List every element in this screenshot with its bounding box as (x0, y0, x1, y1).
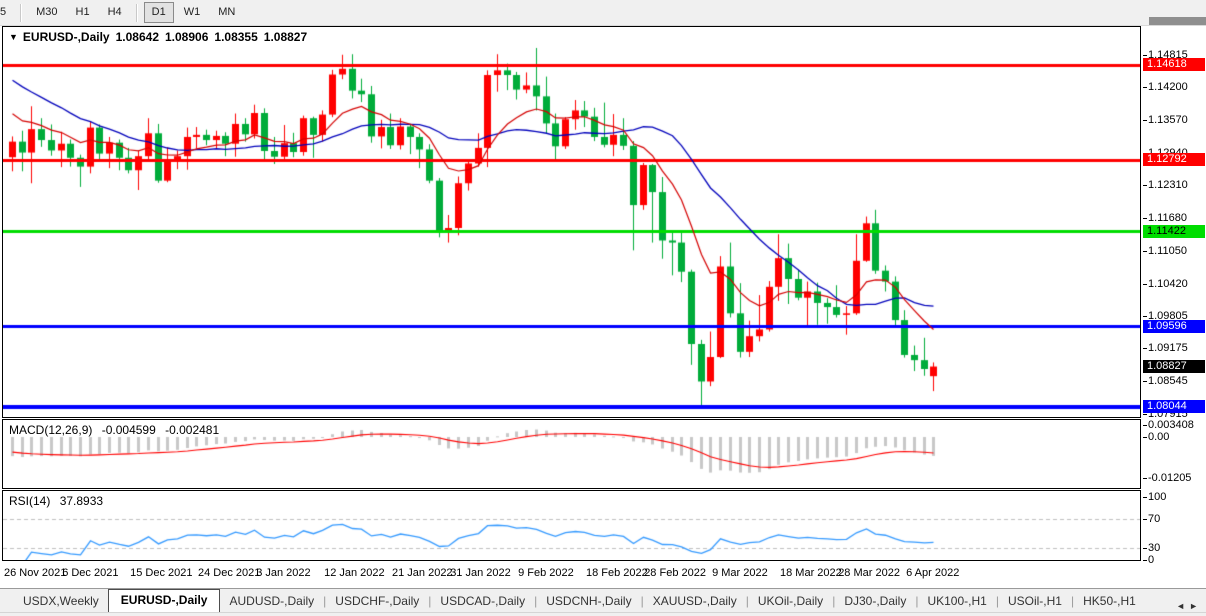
price-tick: 1.13570 (1143, 113, 1188, 126)
price-tick: 1.14815 (1143, 49, 1188, 61)
toolbar-separator (135, 3, 138, 22)
rsi-axis-tick: 100 (1142, 491, 1167, 504)
price-tick: 1.09805 (1143, 309, 1188, 322)
tab-separator: | (832, 594, 836, 608)
candlestick-chart-canvas[interactable] (3, 27, 1140, 417)
chart-tab-eurusd-daily[interactable]: EURUSD-,Daily (107, 589, 221, 612)
chart-dropdown-icon[interactable]: ▼ (9, 32, 18, 42)
price-tick: 1.08545 (1143, 375, 1188, 388)
macd-indicator-pane[interactable]: MACD(12,26,9) -0.004599 -0.002481 (2, 419, 1141, 489)
date-axis[interactable]: 26 Nov 2021 6 Dec 2021 15 Dec 2021 24 Dec 2… (2, 561, 1141, 587)
timeframe-button-w1[interactable]: W1 (183, 6, 201, 18)
tab-separator: | (534, 594, 538, 608)
level-label-1.11422: 1.11422 (1143, 224, 1205, 238)
tab-separator: | (640, 594, 644, 608)
chart-tab-uk100-h1[interactable]: UK100-,H1 (927, 594, 987, 608)
macd-name: MACD(12,26,9) (9, 423, 93, 437)
date-tick: 31 Jan 2022 (450, 567, 511, 579)
macd-label: MACD(12,26,9) -0.004599 -0.002481 (9, 423, 219, 437)
macd-axis-tick: -0.01205 (1142, 471, 1192, 484)
macd-axis-tick: 0.003408 (1143, 419, 1194, 432)
tab-separator: | (995, 594, 999, 608)
macd-signal-value: -0.002481 (165, 423, 220, 437)
chart-tab-usdchf-daily[interactable]: USDCHF-,Daily (335, 594, 420, 608)
date-tick: 21 Jan 2022 (392, 567, 453, 579)
chart-tab-hk50-h1[interactable]: HK50-,H1 (1083, 594, 1136, 608)
chart-tab-usdcad-daily[interactable]: USDCAD-,Daily (440, 594, 526, 608)
toolbar-separator (20, 3, 23, 22)
current-price-label: 1.08827 (1143, 359, 1205, 373)
date-tick: 26 Nov 2021 (4, 567, 67, 579)
rsi-value: 37.8933 (59, 494, 104, 508)
rsi-axis-tick: 0 (1142, 554, 1155, 566)
main-chart-pane[interactable]: ▼ EURUSD-,Daily 1.08642 1.08906 1.08355 1.088… (2, 26, 1141, 418)
tab-separator: | (915, 594, 919, 608)
toolbar-right-strip (1149, 17, 1206, 25)
price-tick: 1.11050 (1143, 244, 1187, 257)
timeframe-button-m30[interactable]: M30 (36, 6, 58, 18)
timeframe-button-h1[interactable]: H1 (75, 6, 90, 18)
ohlc-high: 1.08906 (165, 30, 209, 44)
level-label-1.12792: 1.12792 (1143, 153, 1205, 167)
tab-separator: | (323, 594, 327, 608)
level-label-1.08044: 1.08044 (1143, 400, 1205, 414)
rsi-axis-tick: 70 (1142, 513, 1161, 525)
rsi-canvas[interactable] (3, 491, 1140, 560)
macd-canvas[interactable] (3, 420, 1140, 488)
timeframe-button-d1[interactable]: D1 (143, 2, 174, 23)
date-tick: 18 Mar 2022 (780, 567, 842, 579)
date-tick: 18 Feb 2022 (586, 567, 648, 579)
date-tick: 3 Jan 2022 (256, 567, 311, 579)
tab-scroll-arrows: ◄► (1176, 601, 1202, 611)
date-tick: 24 Dec 2021 (198, 567, 261, 579)
date-tick: 15 Dec 2021 (130, 567, 193, 579)
timeframe-button-5[interactable]: 5 (0, 6, 7, 18)
date-tick: 6 Dec 2021 (62, 567, 119, 579)
chart-tab-xauusd-daily[interactable]: XAUUSD-,Daily (652, 594, 737, 608)
tab-separator: | (428, 594, 432, 608)
timeframe-button-h4[interactable]: H4 (107, 6, 122, 18)
date-tick: 9 Mar 2022 (712, 567, 768, 579)
chart-tab-bar: USDX,Weekly EURUSD-,Daily AUDUSD-,Daily | US… (0, 588, 1206, 612)
status-bar (0, 612, 1206, 616)
price-tick: 1.11680 (1143, 212, 1187, 225)
ohlc-open: 1.08642 (115, 30, 159, 44)
date-tick: 28 Feb 2022 (644, 567, 706, 579)
macd-main-value: -0.004599 (101, 423, 156, 437)
chart-title: ▼ EURUSD-,Daily 1.08642 1.08906 1.08355 1.088… (9, 30, 307, 44)
chart-tab-usdx-weekly[interactable]: USDX,Weekly (23, 594, 99, 608)
ohlc-close: 1.08827 (263, 30, 308, 44)
rsi-axis-tick: 30 (1142, 542, 1161, 554)
macd-axis-tick: 0.00 (1142, 431, 1170, 443)
price-tick: 1.12310 (1143, 179, 1188, 192)
timeframe-button-mn[interactable]: MN (218, 6, 236, 18)
tab-scroll-right-icon[interactable]: ► (1189, 601, 1202, 611)
chart-tab-usdcnh-daily[interactable]: USDCNH-,Daily (546, 594, 632, 608)
price-tick: 1.09175 (1143, 342, 1188, 355)
chart-tab-audusd-daily[interactable]: AUDUSD-,Daily (229, 594, 315, 608)
chart-tab-dj30-daily[interactable]: DJ30-,Daily (844, 594, 907, 608)
tab-separator: | (745, 594, 749, 608)
chart-tab-usoil-h1[interactable]: USOil-,H1 (1007, 594, 1062, 608)
rsi-label: RSI(14) 37.8933 (9, 494, 103, 508)
date-tick: 9 Feb 2022 (518, 567, 574, 579)
date-tick: 12 Jan 2022 (324, 567, 385, 579)
rsi-indicator-pane[interactable]: RSI(14) 37.8933 (2, 490, 1141, 561)
rsi-name: RSI(14) (9, 494, 51, 508)
date-tick: 28 Mar 2022 (838, 567, 900, 579)
tab-scroll-left-icon[interactable]: ◄ (1176, 601, 1190, 611)
chart-tab-ukoil-daily[interactable]: UKOil-,Daily (757, 594, 824, 608)
chart-symbol-period: EURUSD-,Daily (22, 30, 110, 44)
level-label-1.09596: 1.09596 (1143, 319, 1205, 333)
date-tick: 6 Apr 2022 (906, 567, 960, 579)
level-label-1.14618: 1.14618 (1143, 58, 1205, 72)
price-tick: 1.14200 (1143, 80, 1188, 93)
ohlc-low: 1.08355 (214, 30, 258, 44)
timeframe-toolbar: 5 M30 H1 H4 D1 W1 MN (0, 0, 1206, 26)
price-tick: 1.10420 (1143, 277, 1188, 290)
price-axis[interactable]: 1.148151.142001.135701.129401.123101.116… (1142, 26, 1206, 587)
tab-separator: | (1070, 594, 1075, 608)
